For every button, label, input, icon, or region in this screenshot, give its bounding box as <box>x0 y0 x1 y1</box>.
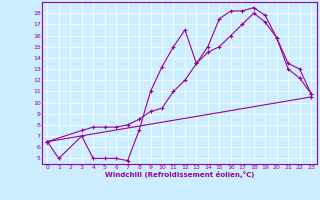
X-axis label: Windchill (Refroidissement éolien,°C): Windchill (Refroidissement éolien,°C) <box>105 171 254 178</box>
